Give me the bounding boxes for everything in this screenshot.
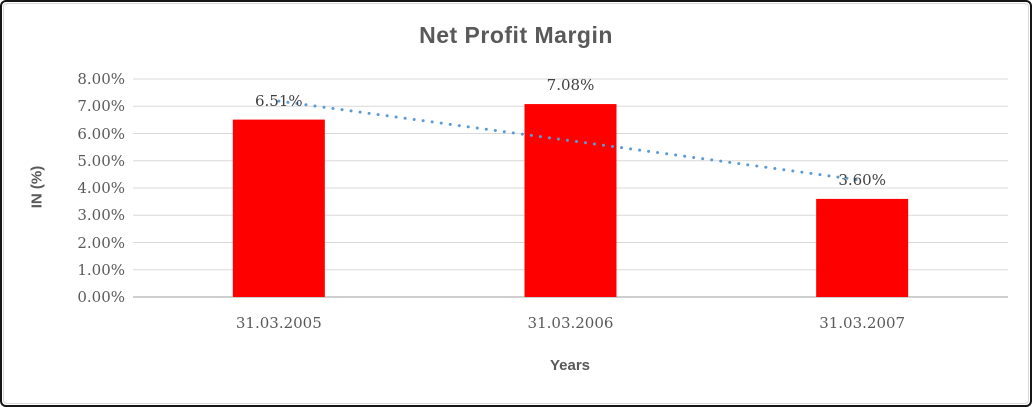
y-tick-label: 2.00% bbox=[77, 233, 125, 252]
x-category-label: 31.03.2006 bbox=[527, 314, 614, 332]
x-category-label: 31.03.2005 bbox=[235, 314, 322, 332]
y-tick-label: 4.00% bbox=[77, 179, 125, 197]
data-label: 7.08% bbox=[546, 76, 595, 95]
bar-31.03.2007 bbox=[816, 198, 909, 297]
y-tick-label: 1.00% bbox=[77, 260, 125, 279]
bar-31.03.2005 bbox=[232, 119, 325, 297]
data-label: 6.51% bbox=[255, 91, 303, 110]
bar-31.03.2006 bbox=[524, 104, 617, 297]
data-label: 3.60% bbox=[838, 170, 886, 189]
chart-title: Net Profit Margin bbox=[419, 22, 613, 48]
y-tick-label: 8.00% bbox=[77, 70, 125, 88]
y-tick-label: 3.00% bbox=[77, 206, 125, 225]
y-tick-label: 6.00% bbox=[77, 124, 125, 143]
y-tick-label: 7.00% bbox=[77, 97, 125, 116]
y-tick-label: 0.00% bbox=[77, 288, 125, 306]
y-tick-label: 5.00% bbox=[77, 151, 125, 170]
x-axis-title: Years bbox=[549, 357, 591, 374]
x-category-label: 31.03.2007 bbox=[819, 314, 906, 332]
trendline bbox=[277, 99, 864, 182]
